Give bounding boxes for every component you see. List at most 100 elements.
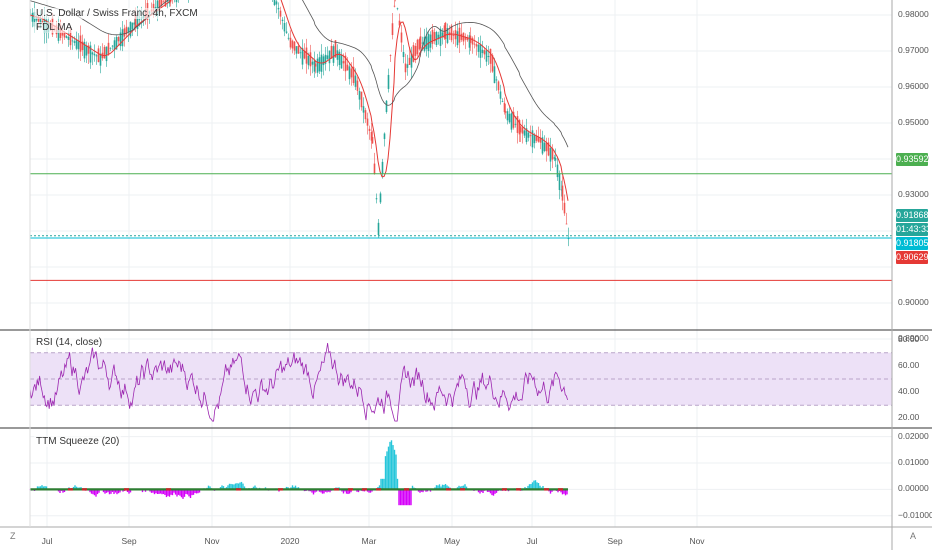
ttm-tick-label: 0.01000 <box>898 456 929 467</box>
rsi-line <box>29 342 568 422</box>
candle-body <box>373 163 376 174</box>
candle-body <box>279 10 282 17</box>
rsi-tick-label: 80.00 <box>898 333 920 344</box>
ttm-squeeze-dot <box>348 488 353 491</box>
candle-body <box>311 61 314 65</box>
time-tick-label: Nov <box>204 536 220 546</box>
indicator-legend[interactable]: FDL MA <box>34 22 75 33</box>
candle-body <box>330 45 333 59</box>
ttm-squeeze-dot <box>516 488 521 491</box>
candle-body <box>537 136 540 142</box>
candle-body <box>514 123 517 125</box>
candle-body <box>309 52 312 67</box>
ttm-tick-label: 0.02000 <box>898 430 929 441</box>
candle-body <box>375 198 378 200</box>
ttm-legend[interactable]: TTM Squeeze (20) <box>34 436 122 447</box>
candle-body <box>381 161 384 174</box>
candle-body <box>503 102 506 113</box>
candle-body <box>362 106 365 113</box>
candle-body <box>456 31 459 46</box>
candle-body <box>539 138 542 143</box>
candle-body <box>75 39 78 49</box>
price-tick-label: 0.90000 <box>898 297 929 307</box>
candle-body <box>117 37 120 42</box>
candle-body <box>99 53 102 66</box>
candle-body <box>551 148 554 160</box>
candle-body <box>446 27 449 43</box>
candle-body <box>437 34 440 39</box>
candle-body <box>556 164 559 178</box>
ttm-squeeze-dot <box>460 488 465 491</box>
candle-body <box>89 45 92 63</box>
candle-body <box>79 35 82 52</box>
candle-body <box>138 19 141 21</box>
auto-scale-button[interactable]: A <box>910 531 917 541</box>
candle-body <box>558 173 561 190</box>
candle-body <box>370 131 373 141</box>
candle-body <box>111 45 114 47</box>
candle-body <box>504 111 507 113</box>
candle-body <box>387 74 390 89</box>
time-tick-label: Jul <box>41 536 53 546</box>
candle-body <box>521 127 524 134</box>
ttm-squeeze-dot <box>166 488 171 491</box>
candle-body <box>560 189 563 191</box>
candle-body <box>519 126 522 133</box>
candle-body <box>164 0 167 7</box>
bar-countdown: 01:43:33 <box>896 223 932 236</box>
candle-body <box>414 46 417 56</box>
price-tick-label: 0.98000 <box>898 9 929 19</box>
candle-body <box>518 120 521 135</box>
candle-body <box>136 15 139 29</box>
price-tick-label: 0.89000 <box>898 333 929 343</box>
ttm-squeeze-dot <box>446 488 451 491</box>
candle-body <box>287 37 290 39</box>
candle-body <box>416 39 419 55</box>
candle-body <box>283 22 286 32</box>
candle-body <box>115 37 118 50</box>
candle-body <box>553 157 556 159</box>
rsi-legend[interactable]: RSI (14, close) <box>34 337 105 348</box>
rsi-tick-label: 20.00 <box>898 412 920 423</box>
candle-body <box>169 0 172 3</box>
candle-body <box>281 19 284 21</box>
candle-body <box>421 42 424 44</box>
ttm-pane <box>29 440 568 506</box>
candle-body <box>393 5 396 7</box>
candle-body <box>483 50 486 55</box>
candle-body <box>69 29 72 46</box>
candle-body <box>77 41 80 50</box>
candle-body <box>433 32 436 42</box>
candle-body <box>547 142 550 156</box>
candle-body <box>57 26 60 41</box>
timezone-button[interactable]: Z <box>10 531 16 541</box>
symbol-legend[interactable]: U.S. Dollar / Swiss Franc, 4h, FXCM <box>34 8 200 19</box>
candle-body <box>400 32 403 43</box>
ttm-tick-label: 0.00000 <box>898 483 929 494</box>
price-tick-label: 0.95000 <box>898 117 929 127</box>
candle-body <box>318 57 321 72</box>
candle-body <box>65 36 68 38</box>
candle-body <box>350 68 353 78</box>
candle-body <box>129 21 132 37</box>
candle-body <box>535 135 538 141</box>
candle-body <box>360 91 363 108</box>
candle-body <box>85 45 88 56</box>
candle-body <box>348 66 351 80</box>
rsi-pane <box>29 342 892 422</box>
candle-body <box>125 26 128 35</box>
candle-body <box>324 54 327 64</box>
ttm-squeeze-dot <box>82 488 87 491</box>
candle-body <box>473 43 476 45</box>
candle-body <box>512 111 515 128</box>
current-price-label: 0.91868 <box>896 209 929 222</box>
candle-body <box>31 12 34 22</box>
candle-body <box>497 81 500 91</box>
candle-body <box>127 27 130 33</box>
candle-body <box>565 223 568 225</box>
candle-body <box>389 55 392 56</box>
candle-body <box>364 110 367 120</box>
ttm-squeeze-dot <box>362 488 367 491</box>
candle-body <box>105 46 108 62</box>
